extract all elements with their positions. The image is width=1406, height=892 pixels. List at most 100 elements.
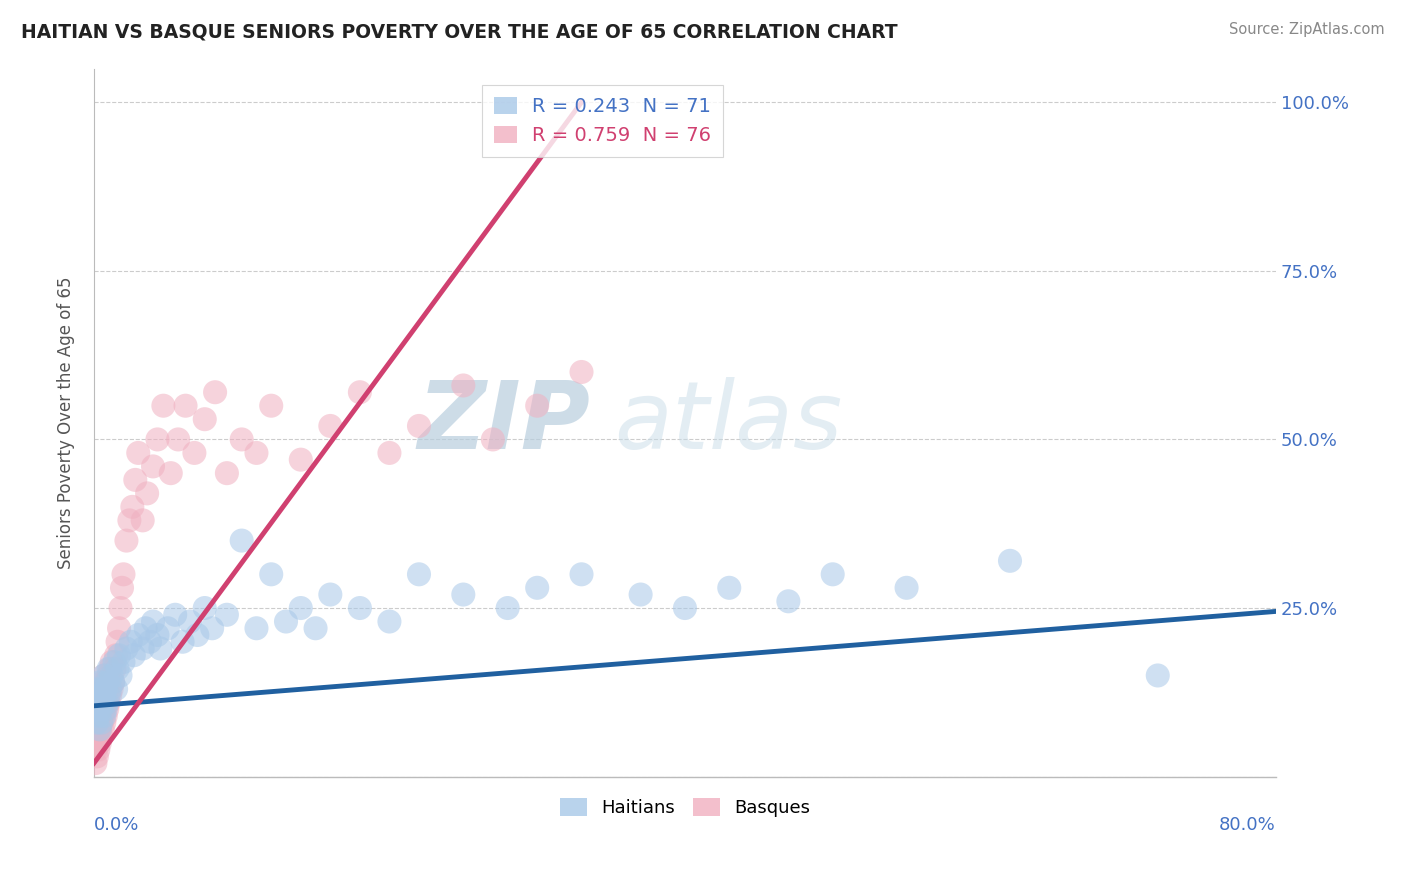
Point [139,634,162,648]
Point [96,702,118,716]
Point [96,675,118,690]
Point [172,634,194,648]
Point [115,533,138,548]
Point [90,702,112,716]
Point [149,641,172,656]
Point [94,702,117,716]
Point [90,729,112,743]
Point [112,567,135,582]
Point [127,628,149,642]
Point [110,668,132,682]
Point [84,742,107,756]
Point [86,709,108,723]
Point [186,628,208,642]
Point [94,709,117,723]
Point [156,621,179,635]
Point [231,433,253,447]
Point [86,715,108,730]
Point [84,702,107,716]
Point [274,615,297,629]
Point [146,628,169,642]
Point [96,695,118,709]
Point [94,681,117,696]
Point [215,607,238,622]
Point [91,723,114,737]
Point [108,648,131,663]
Point [142,459,165,474]
Point [97,662,120,676]
Point [105,681,128,696]
Point [93,668,115,682]
Point [215,466,238,480]
Point [194,601,217,615]
Point [896,581,918,595]
Point [89,723,111,737]
Point [93,689,115,703]
Point [84,756,107,771]
Point [97,689,120,703]
Point [571,365,593,379]
Point [89,709,111,723]
Point [120,634,142,648]
Point [91,675,114,690]
Text: Source: ZipAtlas.com: Source: ZipAtlas.com [1229,22,1385,37]
Point [260,567,283,582]
Point [378,446,401,460]
Point [174,399,197,413]
Text: 80.0%: 80.0% [1219,815,1277,833]
Point [304,621,326,635]
Point [87,709,110,723]
Point [319,588,342,602]
Point [91,695,114,709]
Point [93,702,115,716]
Point [408,567,430,582]
Point [104,662,127,676]
Point [112,655,135,669]
Point [1146,668,1168,682]
Legend: Haitians, Basques: Haitians, Basques [553,790,818,824]
Point [93,668,115,682]
Text: HAITIAN VS BASQUE SENIORS POVERTY OVER THE AGE OF 65 CORRELATION CHART: HAITIAN VS BASQUE SENIORS POVERTY OVER T… [21,22,897,41]
Point [105,648,128,663]
Point [245,621,267,635]
Point [152,399,174,413]
Point [104,655,127,669]
Point [136,486,159,500]
Point [142,615,165,629]
Point [90,689,112,703]
Point [87,715,110,730]
Point [194,412,217,426]
Point [453,378,475,392]
Point [118,513,141,527]
Point [84,729,107,743]
Point [89,675,111,690]
Point [86,723,108,737]
Point [90,715,112,730]
Point [131,513,153,527]
Point [86,736,108,750]
Point [231,533,253,548]
Point [94,675,117,690]
Text: ZIP: ZIP [418,376,591,468]
Point [260,399,283,413]
Point [349,601,371,615]
Point [146,433,169,447]
Point [90,702,112,716]
Point [86,689,108,703]
Point [107,634,129,648]
Point [91,709,114,723]
Point [571,567,593,582]
Point [122,648,145,663]
Point [673,601,696,615]
Point [98,662,121,676]
Point [98,681,121,696]
Point [98,689,121,703]
Point [93,709,115,723]
Point [89,736,111,750]
Point [630,588,652,602]
Point [127,446,149,460]
Point [718,581,741,595]
Point [408,419,430,434]
Point [319,419,342,434]
Point [111,581,134,595]
